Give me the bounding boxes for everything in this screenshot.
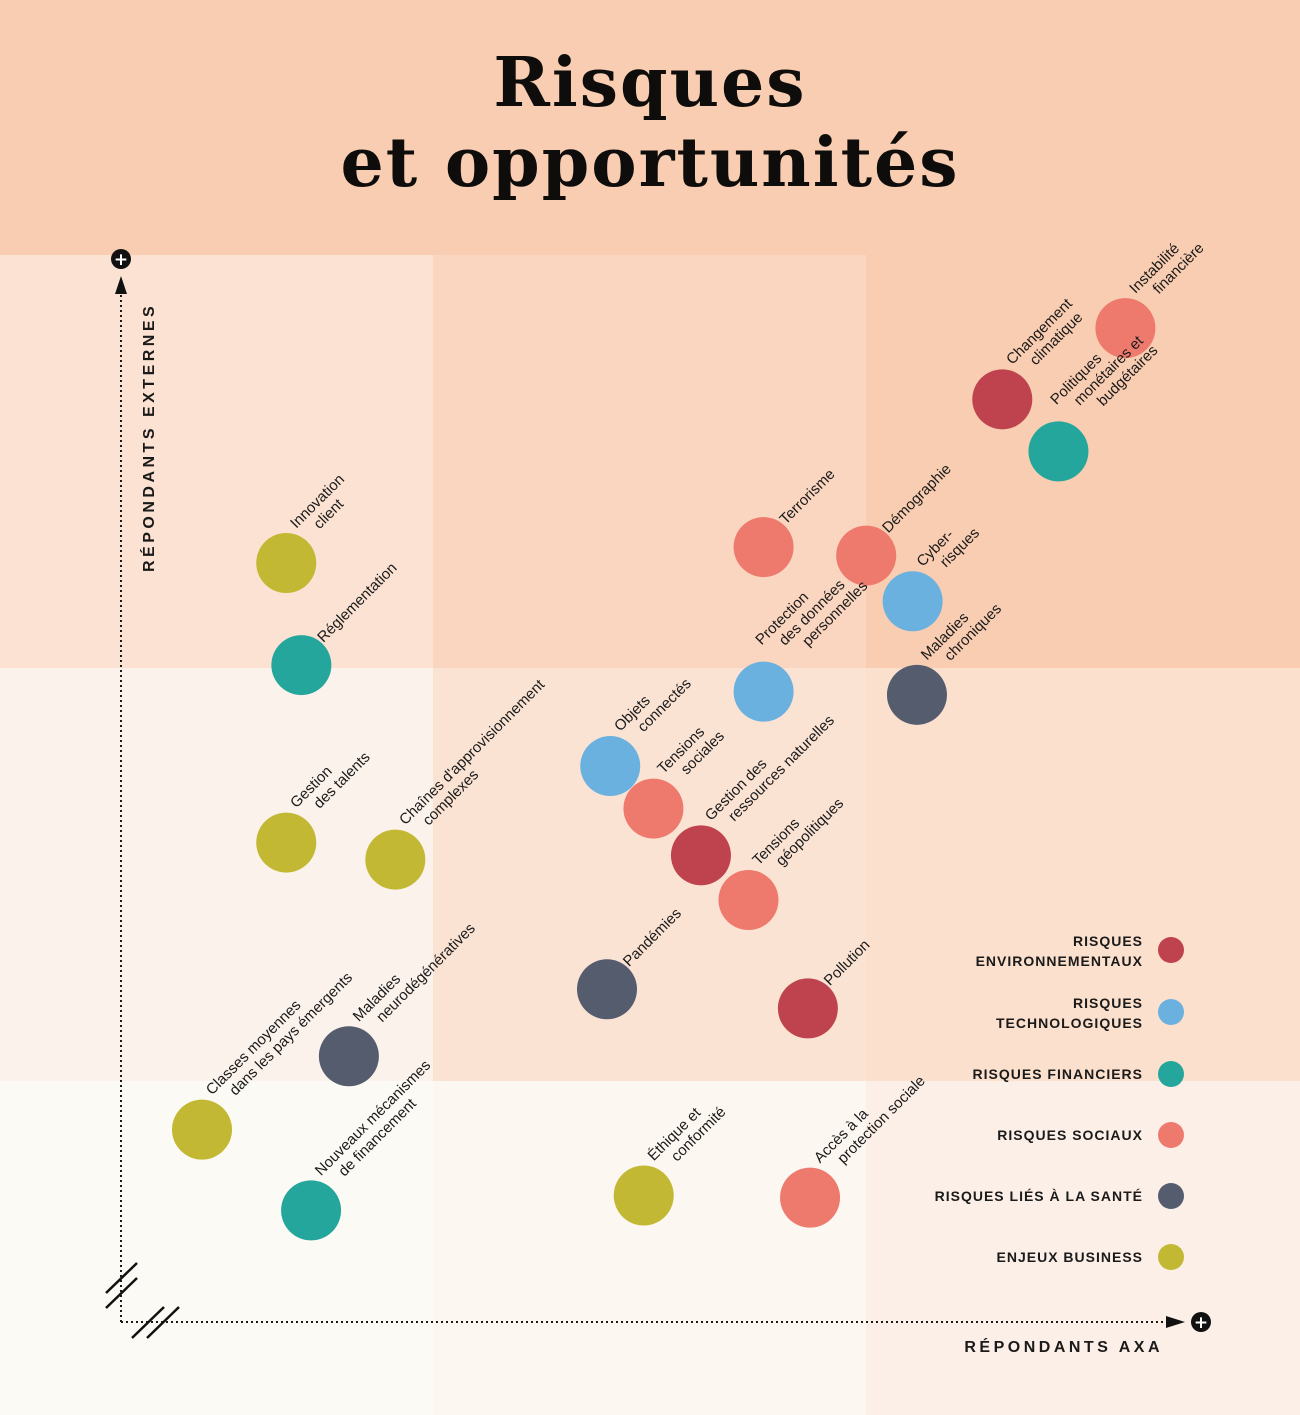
legend-item: ENJEUX BUSINESS <box>997 1244 1184 1270</box>
point-marker <box>365 829 426 890</box>
x-axis-arrow-icon <box>1166 1316 1185 1328</box>
title-line-2: et opportunités <box>340 123 959 203</box>
quadrant-r1-c2 <box>433 255 866 668</box>
point-marker <box>580 736 641 797</box>
x-axis: + RÉPONDANTS AXA <box>121 1312 1211 1356</box>
point-marker <box>777 978 838 1039</box>
y-axis-plus-glyph: + <box>114 250 128 270</box>
legend-item: RISQUES ENVIRONNEMENTAUX <box>976 933 1184 969</box>
legend-label: RISQUES <box>1073 995 1143 1011</box>
quadrant-r2-c3 <box>866 668 1300 1081</box>
x-axis-plus-icon <box>1191 1312 1211 1332</box>
y-axis-label: RÉPONDANTS EXTERNES <box>139 303 158 572</box>
point-marker <box>613 1165 674 1226</box>
legend-label: RISQUES FINANCIERS <box>973 1066 1143 1082</box>
point-marker <box>670 825 731 886</box>
quadrant-r3-c3 <box>866 1081 1300 1415</box>
point-marker <box>886 664 947 725</box>
point-marker <box>718 869 779 930</box>
legend-swatch <box>1158 999 1184 1025</box>
title-line-1: Risques <box>493 43 806 123</box>
legend: RISQUES ENVIRONNEMENTAUX RISQUES TECHNOLOGI… <box>935 933 1184 1270</box>
point-marker <box>256 533 317 594</box>
y-axis-arrow-icon <box>115 276 127 294</box>
x-axis-label: RÉPONDANTS AXA <box>964 1337 1163 1356</box>
point-marker <box>1095 298 1156 359</box>
legend-swatch <box>1158 1061 1184 1087</box>
legend-swatch <box>1158 937 1184 963</box>
legend-swatch <box>1158 1183 1184 1209</box>
axis-break-icon <box>105 1262 180 1339</box>
point-marker <box>271 635 332 696</box>
legend-item: RISQUES TECHNOLOGIQUES <box>996 995 1184 1031</box>
point-marker <box>577 959 637 1020</box>
y-axis: + RÉPONDANTS EXTERNES <box>111 249 158 1322</box>
legend-label: RISQUES SOCIAUX <box>997 1127 1143 1143</box>
point-marker <box>972 369 1033 430</box>
quadrant-grid <box>0 255 1300 1415</box>
header-band <box>0 0 1300 255</box>
legend-swatch <box>1158 1122 1184 1148</box>
point-marker <box>318 1026 379 1087</box>
point-marker <box>733 661 794 722</box>
point-marker <box>623 778 684 839</box>
legend-item: RISQUES FINANCIERS <box>973 1061 1184 1087</box>
point-marker <box>733 517 794 578</box>
point-marker <box>281 1180 342 1241</box>
legend-item: RISQUES LIÉS À LA SANTÉ <box>935 1183 1184 1209</box>
legend-label: RISQUES LIÉS À LA SANTÉ <box>935 1188 1143 1204</box>
point-marker <box>780 1167 841 1228</box>
point-marker <box>836 525 897 586</box>
legend-label: RISQUES <box>1073 933 1143 949</box>
point-marker <box>882 571 943 632</box>
quadrant-r1-c1 <box>0 255 433 668</box>
legend-label: ENJEUX BUSINESS <box>997 1249 1143 1265</box>
point-marker <box>172 1099 232 1160</box>
chart-title: Risques et opportunités <box>340 43 959 203</box>
x-axis-plus-glyph: + <box>1194 1313 1208 1333</box>
point-marker <box>256 812 317 873</box>
legend-label: TECHNOLOGIQUES <box>996 1015 1143 1031</box>
legend-swatch <box>1158 1244 1184 1270</box>
point-marker <box>1028 421 1089 482</box>
quadrant-r2-c1 <box>0 668 433 1081</box>
y-axis-plus-icon <box>111 249 131 269</box>
quadrant-r3-c2 <box>433 1081 866 1415</box>
legend-item: RISQUES SOCIAUX <box>997 1122 1184 1148</box>
legend-label: ENVIRONNEMENTAUX <box>976 953 1143 969</box>
